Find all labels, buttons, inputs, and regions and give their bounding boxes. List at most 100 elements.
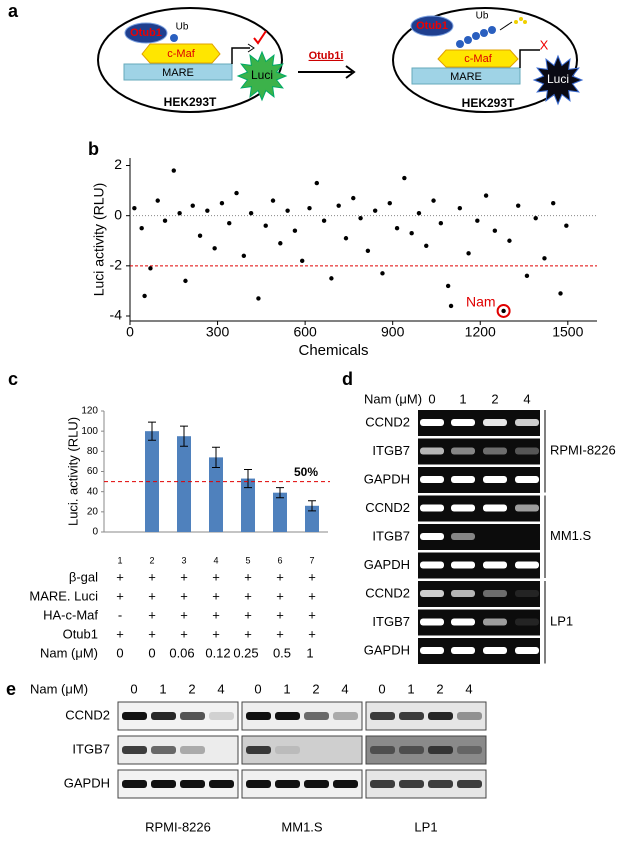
ubiquitin: Ub xyxy=(476,11,489,22)
treatment-label: Nam (μM) xyxy=(364,391,422,406)
lane-label: 4 xyxy=(341,681,348,696)
condition-value: + xyxy=(148,607,156,622)
y-tick-label: 0 xyxy=(114,206,122,222)
condition-value: 0.06 xyxy=(169,645,194,660)
inhibitor: Otub1i xyxy=(309,50,344,62)
band xyxy=(451,561,475,569)
y-tick-label: 0 xyxy=(92,527,98,538)
group-label: RPMI-8226 xyxy=(145,819,211,834)
lane-label: 0 xyxy=(254,681,261,696)
point xyxy=(132,205,137,211)
condition-value: + xyxy=(308,626,316,641)
point xyxy=(197,233,203,238)
panel-d: d Nam (μM) 0 1 2 4 CCND2 ITGB7 GAPDH RPMI-8226 CCN… xyxy=(342,369,616,664)
x-axis-title: Chemicals xyxy=(298,342,368,359)
point xyxy=(142,293,147,299)
y-tick-label: 2 xyxy=(114,156,122,172)
band xyxy=(275,746,300,754)
element-box xyxy=(123,63,233,81)
band xyxy=(515,419,539,426)
point xyxy=(409,231,414,236)
band xyxy=(275,780,300,788)
row-label: ITGB7 xyxy=(372,443,410,458)
point xyxy=(542,256,547,261)
band xyxy=(515,647,539,654)
band xyxy=(483,647,507,654)
x-tick-label: 5 xyxy=(245,555,250,565)
band xyxy=(420,618,444,626)
condition-name: MARE. Luci xyxy=(29,588,98,603)
point xyxy=(483,193,489,198)
point xyxy=(466,251,471,256)
x-tick-label: 600 xyxy=(293,324,317,340)
point xyxy=(270,198,276,203)
panel-e: e Nam (μM) CCND2 ITGB7 GAPDH 0 1 2 4 RPMI-8226 0 1 2… xyxy=(6,679,487,834)
condition-name: Nam (μM) xyxy=(40,645,98,660)
point xyxy=(321,218,327,223)
row-label: GAPDH xyxy=(64,775,110,790)
condition-value: + xyxy=(148,626,156,641)
reporter: Luci xyxy=(251,68,273,82)
reference-label: 50% xyxy=(294,465,318,479)
band xyxy=(180,712,205,720)
condition-value: + xyxy=(308,588,316,603)
band xyxy=(451,476,475,483)
arrowhead xyxy=(247,43,255,53)
condition-value: - xyxy=(118,607,122,622)
condition-value: + xyxy=(180,569,188,584)
point xyxy=(416,210,422,216)
band xyxy=(420,504,444,512)
point xyxy=(183,278,188,284)
bar xyxy=(305,505,319,532)
panel-label: e xyxy=(6,679,16,699)
y-tick-label: -4 xyxy=(110,307,123,323)
point xyxy=(329,276,334,281)
point xyxy=(155,198,160,203)
bar xyxy=(241,478,255,532)
band xyxy=(420,476,444,483)
point xyxy=(343,236,349,241)
row-label: CCND2 xyxy=(365,500,410,515)
enzyme: Otub1 xyxy=(416,20,448,32)
condition-value: + xyxy=(148,588,156,603)
point xyxy=(524,273,530,279)
ub-chain xyxy=(456,26,496,48)
ubiquitin: Ub xyxy=(176,22,189,33)
band xyxy=(246,712,271,720)
point xyxy=(424,243,429,248)
row-label: ITGB7 xyxy=(372,528,410,543)
row-label: ITGB7 xyxy=(372,614,410,629)
band xyxy=(370,780,395,788)
band xyxy=(428,780,453,788)
band xyxy=(420,647,444,654)
group-label: LP1 xyxy=(550,614,573,629)
x-tick-label: 0 xyxy=(126,324,134,340)
band xyxy=(451,647,475,654)
point xyxy=(241,253,247,258)
lane-label: 1 xyxy=(407,681,414,696)
treatment-label: Nam (μM) xyxy=(30,681,88,696)
arrowhead xyxy=(345,65,356,79)
condition-value: + xyxy=(276,607,284,622)
free-ub xyxy=(514,17,527,24)
band xyxy=(515,561,539,569)
group-label: MM1.S xyxy=(281,819,323,834)
point xyxy=(564,223,569,228)
group-label: LP1 xyxy=(414,819,437,834)
y-tick-label: 40 xyxy=(87,486,99,497)
lane-label: 1 xyxy=(283,681,290,696)
x-tick-label: 1500 xyxy=(552,324,583,340)
condition-name: β-gal xyxy=(69,569,98,584)
y-axis-title: Luci activity (RLU) xyxy=(91,183,107,297)
point xyxy=(314,180,319,186)
factor: c-Maf xyxy=(464,53,492,65)
lane-label: 1 xyxy=(159,681,166,696)
point xyxy=(387,200,392,206)
band xyxy=(483,419,507,426)
point xyxy=(256,296,261,301)
band xyxy=(483,504,507,512)
blocked: X xyxy=(540,37,549,52)
x-tick-label: 4 xyxy=(213,555,218,565)
lane-label: 4 xyxy=(465,681,472,696)
